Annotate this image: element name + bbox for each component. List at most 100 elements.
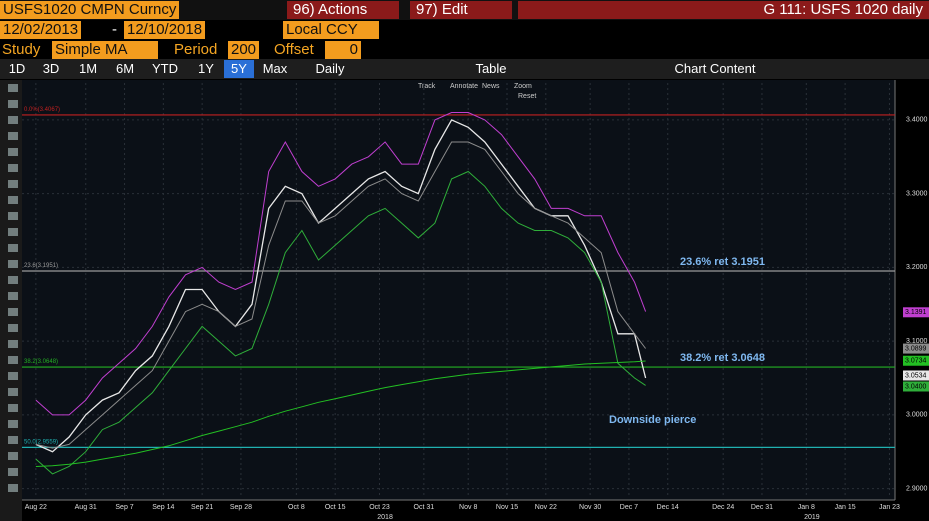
annotation: Downside pierce [609,414,696,426]
tool-icon[interactable] [8,436,18,444]
y-tick-label: 3.2000 [906,264,928,271]
tool-icon[interactable] [8,356,18,364]
x-tick-label: Oct 8 [288,504,305,511]
tool-icon[interactable] [8,452,18,460]
x-tick-label: Jan 15 [835,504,856,511]
tool-icon[interactable] [8,340,18,348]
tool-icon[interactable] [8,372,18,380]
chart: Reset Track Annotate News Zoom 2.9000 3.0000 3… [0,80,929,521]
tool-icon[interactable] [8,148,18,156]
currency[interactable]: Local CCY [283,21,379,39]
period[interactable]: 200 [228,41,260,59]
last-value-label: 3.0734 [905,358,927,365]
x-tick-label: Nov 22 [535,504,557,511]
range-tab[interactable]: 6M [115,61,135,76]
retracement-label: 50.0(2.9559) [24,439,58,445]
plot-area [22,80,895,500]
mini-tool[interactable]: News [482,83,500,90]
year-label: 2019 [804,514,820,521]
tool-icon[interactable] [8,212,18,220]
x-tick-label: Nov 8 [459,504,477,511]
last-value-box [903,355,929,366]
tool-icon[interactable] [8,260,18,268]
x-tick-label: Sep 21 [191,504,213,511]
tool-icon[interactable] [8,484,18,492]
x-tick-label: Dec 24 [712,504,734,511]
tool-icon[interactable] [8,404,18,412]
tool-icon[interactable] [8,308,18,316]
tool-icon[interactable] [8,276,18,284]
edit-menu[interactable]: 97) Edit [410,1,512,19]
range-tab[interactable]: 5Y [224,60,254,78]
tool-icon[interactable] [8,228,18,236]
tool-icon[interactable] [8,132,18,140]
range-tab[interactable]: Max [262,61,288,76]
x-tick-label: Nov 15 [496,504,518,511]
date-dash: - [112,21,117,38]
range-tab[interactable]: 1M [78,61,98,76]
annotation: 38.2% ret 3.0648 [680,352,765,364]
y-tick-label: 3.3000 [906,190,928,197]
tool-icon[interactable] [8,388,18,396]
series-line [35,360,646,467]
tool-icon[interactable] [8,180,18,188]
tool-icon[interactable] [8,164,18,172]
x-tick-label: Sep 28 [230,504,252,511]
table-button[interactable]: Table [475,61,507,76]
retracement-label: 23.6(3.1951) [24,263,58,269]
series-line [35,141,646,449]
tool-icon[interactable] [8,420,18,428]
study[interactable]: Simple MA [52,41,158,59]
study-label: Study [2,41,41,58]
annotation: 23.6% ret 3.1951 [680,256,765,268]
offset[interactable]: 0 [325,41,361,59]
tool-icon[interactable] [8,116,18,124]
security[interactable]: USFS1020 CMPN Curncy [0,1,180,19]
tool-icon[interactable] [8,196,18,204]
tool-icon[interactable] [8,244,18,252]
x-tick-label: Dec 14 [657,504,679,511]
end-date[interactable]: 12/10/2018 [124,21,206,39]
actions-menu[interactable]: 96) Actions [287,1,399,19]
series-line [35,112,647,416]
retracement-label: 0.0%(3.4067) [24,107,60,113]
tool-icon[interactable] [8,100,18,108]
tool-icon[interactable] [8,292,18,300]
y-tick-label: 3.0000 [906,412,928,419]
year-label: 2018 [377,514,393,521]
tool-icon[interactable] [8,84,18,92]
offset-label: Offset [274,41,314,58]
mini-tool[interactable]: Annotate [450,83,478,90]
window-title: G 111: USFS 1020 daily [518,1,929,19]
mini-tool[interactable]: Track [418,83,436,90]
start-date[interactable]: 12/02/2013 [0,21,82,39]
x-tick-label: Oct 31 [414,504,435,511]
chart-content[interactable]: Chart Content [674,61,756,76]
last-value-box [903,343,929,354]
range-tab[interactable]: 1Y [198,61,214,76]
mini-tool[interactable]: Zoom [514,83,532,90]
x-tick-label: Jan 8 [798,504,815,511]
x-tick-label: Jan 23 [879,504,900,511]
y-tick-label: 3.4000 [906,117,928,124]
last-value-label: 3.0534 [905,372,927,379]
range-tab[interactable]: 3D [42,61,60,76]
frequency[interactable]: Daily [315,61,345,76]
period-label: Period [174,41,218,58]
y-tick-label: 2.9000 [906,485,928,492]
x-tick-label: Sep 7 [115,504,133,511]
last-value-label: 3.0899 [905,345,927,352]
reset[interactable]: Reset [518,93,536,100]
tool-icon[interactable] [8,324,18,332]
tool-icon[interactable] [8,468,18,476]
last-value-label: 3.1391 [905,309,927,316]
range-tab[interactable]: YTD [152,61,178,76]
range-tab[interactable]: 1D [8,61,26,76]
last-value-label: 3.0400 [905,383,927,390]
x-tick-label: Oct 23 [369,504,390,511]
last-value-box [903,381,929,392]
last-value-box [903,370,929,381]
series-line [35,170,646,475]
x-tick-label: Dec 31 [751,504,773,511]
